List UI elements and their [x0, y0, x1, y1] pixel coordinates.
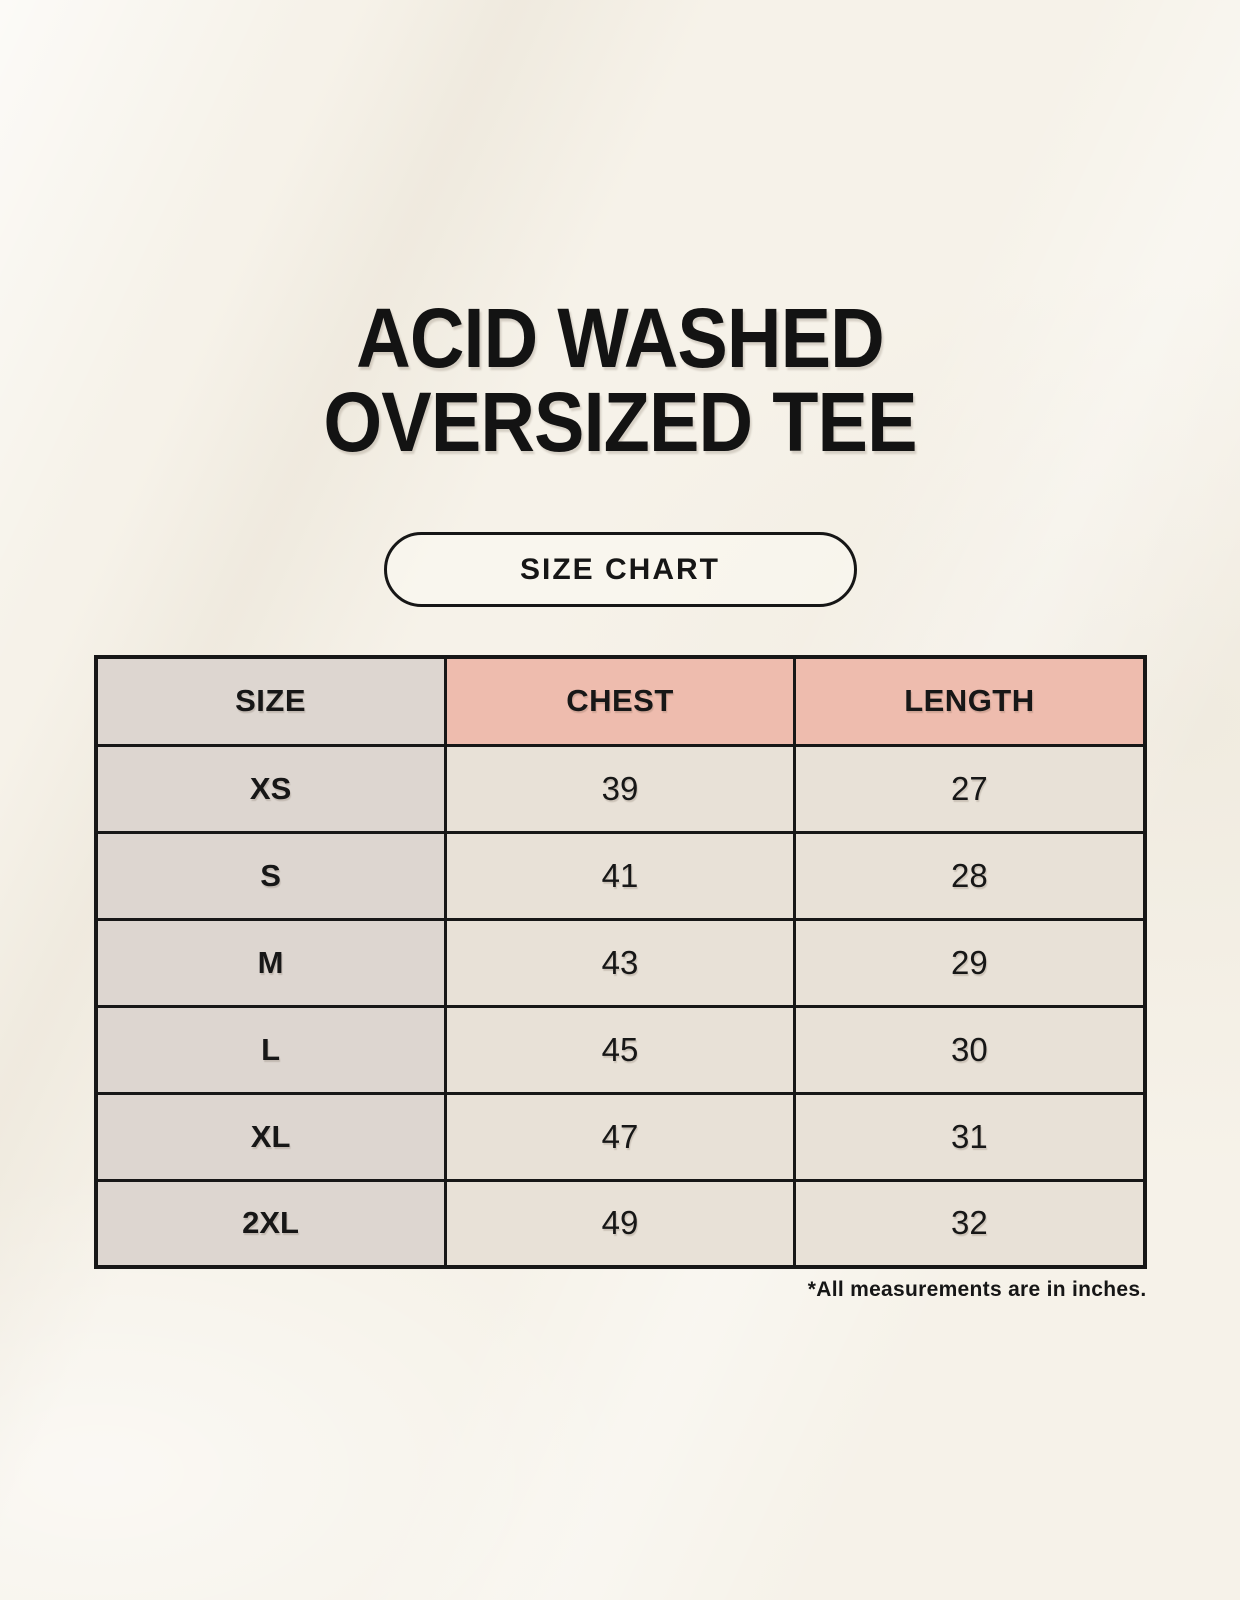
- chest-cell: 43: [443, 917, 797, 1008]
- page-title-line-1: ACID WASHED: [356, 291, 885, 385]
- size-cell: L: [94, 1004, 447, 1095]
- size-cell: S: [94, 830, 447, 921]
- length-cell: 29: [793, 917, 1146, 1008]
- table-row-xl: XL 47 31: [94, 1091, 1146, 1182]
- chest-cell: 41: [443, 830, 797, 921]
- size-cell: XS: [94, 743, 447, 834]
- length-cell: 30: [793, 1004, 1146, 1095]
- page-title: ACID WASHED OVERSIZED TEE: [62, 0, 1178, 464]
- size-chart-page: ACID WASHED OVERSIZED TEE SIZE CHART SIZ…: [62, 0, 1178, 1302]
- column-header-length: LENGTH: [793, 655, 1146, 747]
- table-row-s: S 41 28: [94, 830, 1146, 921]
- size-cell: 2XL: [94, 1178, 447, 1269]
- size-cell: XL: [94, 1091, 447, 1182]
- column-header-chest: CHEST: [443, 655, 797, 747]
- column-header-size: SIZE: [94, 655, 447, 747]
- size-chart-button[interactable]: SIZE CHART: [383, 532, 857, 607]
- size-cell: M: [94, 917, 447, 1008]
- chest-cell: 49: [443, 1178, 797, 1269]
- length-cell: 31: [793, 1091, 1146, 1182]
- measurements-footnote: *All measurements are in inches.: [807, 1278, 1147, 1301]
- page-title-line-2: OVERSIZED TEE: [323, 375, 917, 469]
- size-chart-table-container: SIZE CHEST LENGTH XS 39 27 S 41 28 M: [93, 655, 1147, 1302]
- table-body: XS 39 27 S 41 28 M 43 29 L 45 30: [94, 743, 1146, 1269]
- table-row-l: L 45 30: [94, 1004, 1146, 1095]
- chest-cell: 45: [443, 1004, 797, 1095]
- table-row-xs: XS 39 27: [94, 743, 1146, 834]
- chest-cell: 47: [443, 1091, 797, 1182]
- size-chart-table: SIZE CHEST LENGTH XS 39 27 S 41 28 M: [93, 655, 1147, 1269]
- table-header: SIZE CHEST LENGTH: [94, 655, 1146, 747]
- header-row: SIZE CHEST LENGTH: [94, 655, 1146, 747]
- length-cell: 28: [793, 830, 1146, 921]
- table-row-2xl: 2XL 49 32: [94, 1178, 1146, 1269]
- length-cell: 32: [793, 1178, 1146, 1269]
- chest-cell: 39: [443, 743, 797, 834]
- table-row-m: M 43 29: [94, 917, 1146, 1008]
- length-cell: 27: [793, 743, 1146, 834]
